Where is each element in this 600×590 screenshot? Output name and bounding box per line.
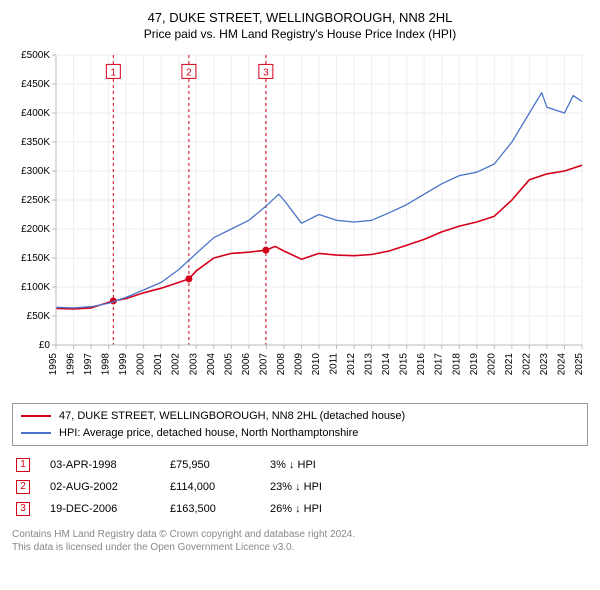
sale-diff: 3% ↓ HPI [270,459,360,471]
svg-text:£500K: £500K [21,50,50,61]
svg-text:2016: 2016 [416,353,427,376]
svg-text:2009: 2009 [293,353,304,376]
svg-text:2019: 2019 [469,353,480,376]
svg-text:2025: 2025 [574,353,585,376]
svg-text:£0: £0 [39,340,51,351]
svg-text:2021: 2021 [504,353,515,376]
svg-text:£50K: £50K [27,311,51,322]
svg-text:1999: 1999 [118,353,129,376]
sales-table: 1 03-APR-1998 £75,950 3% ↓ HPI 2 02-AUG-2002 £… [12,454,588,520]
svg-text:2012: 2012 [346,353,357,376]
line-chart-svg: £0 £50K £100K £150K £200K £250K £300K £350K £400… [12,47,588,397]
svg-text:2024: 2024 [556,353,567,376]
footer-attribution: Contains HM Land Registry data © Crown c… [12,528,588,554]
sale-date: 02-AUG-2002 [50,481,150,493]
sale-date: 03-APR-1998 [50,459,150,471]
legend-swatch [21,432,51,434]
svg-text:£400K: £400K [21,108,50,119]
legend-item: HPI: Average price, detached house, Nort… [21,425,579,442]
svg-text:£350K: £350K [21,137,50,148]
sale-marker-icon: 2 [16,480,30,494]
svg-text:1: 1 [111,67,117,78]
legend-item: 47, DUKE STREET, WELLINGBOROUGH, NN8 2HL… [21,408,579,425]
svg-text:2003: 2003 [188,353,199,376]
chart-container: 47, DUKE STREET, WELLINGBOROUGH, NN8 2HL… [0,0,600,562]
sale-date: 19-DEC-2006 [50,503,150,515]
svg-text:2020: 2020 [486,353,497,376]
legend-label: HPI: Average price, detached house, Nort… [59,425,358,442]
svg-text:1997: 1997 [83,353,94,376]
svg-text:2022: 2022 [521,353,532,376]
svg-text:2005: 2005 [223,353,234,376]
svg-text:2014: 2014 [381,353,392,376]
svg-text:2023: 2023 [539,353,550,376]
sale-price: £163,500 [170,503,250,515]
chart-title: 47, DUKE STREET, WELLINGBOROUGH, NN8 2HL [12,10,588,25]
sale-diff: 23% ↓ HPI [270,481,360,493]
svg-text:2017: 2017 [434,353,445,376]
svg-text:1996: 1996 [66,353,77,376]
legend-swatch [21,415,51,417]
footer-line1: Contains HM Land Registry data © Crown c… [12,528,588,541]
svg-text:2008: 2008 [276,353,287,376]
sale-row: 1 03-APR-1998 £75,950 3% ↓ HPI [12,454,588,476]
svg-text:£200K: £200K [21,224,50,235]
svg-text:2004: 2004 [206,353,217,376]
svg-text:2002: 2002 [171,353,182,376]
svg-text:2001: 2001 [153,353,164,376]
svg-text:£300K: £300K [21,166,50,177]
svg-text:£250K: £250K [21,195,50,206]
svg-text:2000: 2000 [136,353,147,376]
sale-marker-icon: 1 [16,458,30,472]
sale-row: 2 02-AUG-2002 £114,000 23% ↓ HPI [12,476,588,498]
sale-marker-icon: 3 [16,502,30,516]
svg-text:2013: 2013 [364,353,375,376]
chart-subtitle: Price paid vs. HM Land Registry's House … [12,27,588,41]
sale-row: 3 19-DEC-2006 £163,500 26% ↓ HPI [12,498,588,520]
svg-text:2018: 2018 [451,353,462,376]
footer-line2: This data is licensed under the Open Gov… [12,541,588,554]
svg-text:2010: 2010 [311,353,322,376]
sale-price: £114,000 [170,481,250,493]
svg-text:2011: 2011 [329,353,340,375]
svg-text:2006: 2006 [241,353,252,376]
svg-text:1998: 1998 [101,353,112,376]
sale-diff: 26% ↓ HPI [270,503,360,515]
svg-text:£450K: £450K [21,79,50,90]
svg-text:1995: 1995 [48,353,59,376]
svg-text:2015: 2015 [399,353,410,376]
legend: 47, DUKE STREET, WELLINGBOROUGH, NN8 2HL… [12,403,588,446]
svg-text:3: 3 [263,67,269,78]
svg-text:2: 2 [186,67,192,78]
chart-area: £0 £50K £100K £150K £200K £250K £300K £350K £400… [12,47,588,397]
svg-text:2007: 2007 [258,353,269,376]
legend-label: 47, DUKE STREET, WELLINGBOROUGH, NN8 2HL… [59,408,405,425]
svg-text:£100K: £100K [21,282,50,293]
sale-price: £75,950 [170,459,250,471]
svg-text:£150K: £150K [21,253,50,264]
